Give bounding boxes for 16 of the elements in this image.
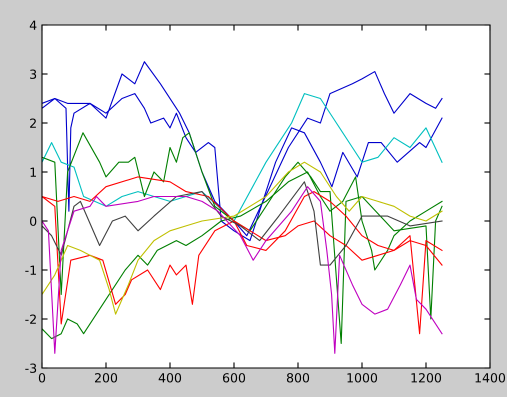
x-tick-label: 1000 <box>347 373 378 383</box>
x-tick-label: 1200 <box>411 373 442 383</box>
y-tick-label: 3 <box>30 69 36 79</box>
y-tick-label: 0 <box>30 216 36 226</box>
y-tick-label: 4 <box>30 20 36 30</box>
x-tick-label: 1400 <box>475 373 506 383</box>
y-tick-label: -2 <box>25 314 36 324</box>
y-tick-label: -1 <box>25 266 36 275</box>
x-tick-label: 0 <box>38 373 46 383</box>
y-tick-label: -3 <box>25 363 36 373</box>
x-tick-label: 400 <box>158 373 182 383</box>
y-tick-label: 1 <box>30 168 36 177</box>
x-tick-label: 800 <box>286 373 310 383</box>
y-tick-label: 2 <box>30 118 36 128</box>
x-tick-label: 600 <box>222 373 246 383</box>
x-tick-label: 200 <box>94 373 118 383</box>
